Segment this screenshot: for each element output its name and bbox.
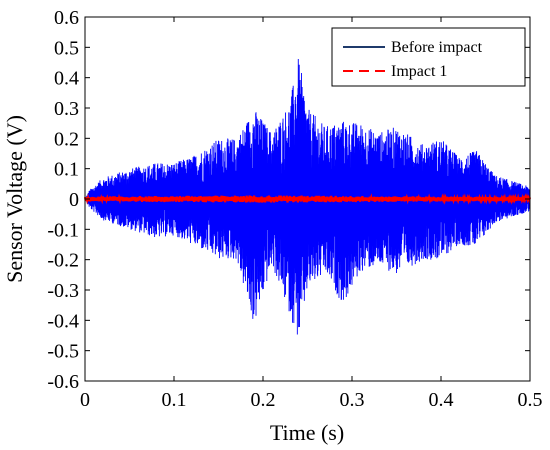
y-axis-ticks: -0.6 -0.5 -0.4 -0.3 -0.2 -0.1 0 0.1 0.2 0.3 0.4 0.5… [47, 7, 530, 393]
x-tick-label: 0.3 [340, 389, 365, 411]
x-tick-label: 0.5 [518, 389, 543, 411]
y-tick-label: -0.3 [47, 280, 79, 302]
legend: Before impact Impact 1 [331, 27, 526, 87]
x-tick-label: 0.4 [429, 389, 454, 411]
y-tick-label: -0.4 [47, 310, 79, 332]
x-axis-ticks: 0 0.1 0.2 0.3 0.4 0.5 [80, 17, 543, 411]
series-before-impact-line [84, 58, 531, 335]
y-tick-label: 0 [69, 189, 79, 211]
legend-box [331, 27, 526, 87]
y-tick-label: 0.5 [54, 37, 79, 59]
series-layer [83, 58, 532, 335]
y-tick-label: 0.4 [54, 68, 79, 90]
y-axis-title: Sensor Voltage (V) [2, 115, 27, 283]
y-tick-label: 0.2 [54, 128, 79, 150]
series-impact-1-line [83, 192, 532, 205]
y-tick-label: -0.1 [47, 219, 79, 241]
x-tick-label: 0.1 [162, 389, 187, 411]
y-tick-label: -0.6 [47, 371, 79, 393]
y-tick-label: -0.5 [47, 341, 79, 363]
legend-label-impact-1: Impact 1 [391, 63, 447, 80]
x-tick-label: 0 [80, 389, 90, 411]
legend-label-before-impact: Before impact [391, 39, 483, 56]
x-tick-label: 0.2 [251, 389, 276, 411]
y-tick-label: 0.3 [54, 98, 79, 120]
y-tick-label: 0.6 [54, 7, 79, 29]
x-axis-title: Time (s) [270, 420, 344, 445]
y-tick-label: -0.2 [47, 250, 79, 272]
y-tick-label: 0.1 [54, 159, 79, 181]
